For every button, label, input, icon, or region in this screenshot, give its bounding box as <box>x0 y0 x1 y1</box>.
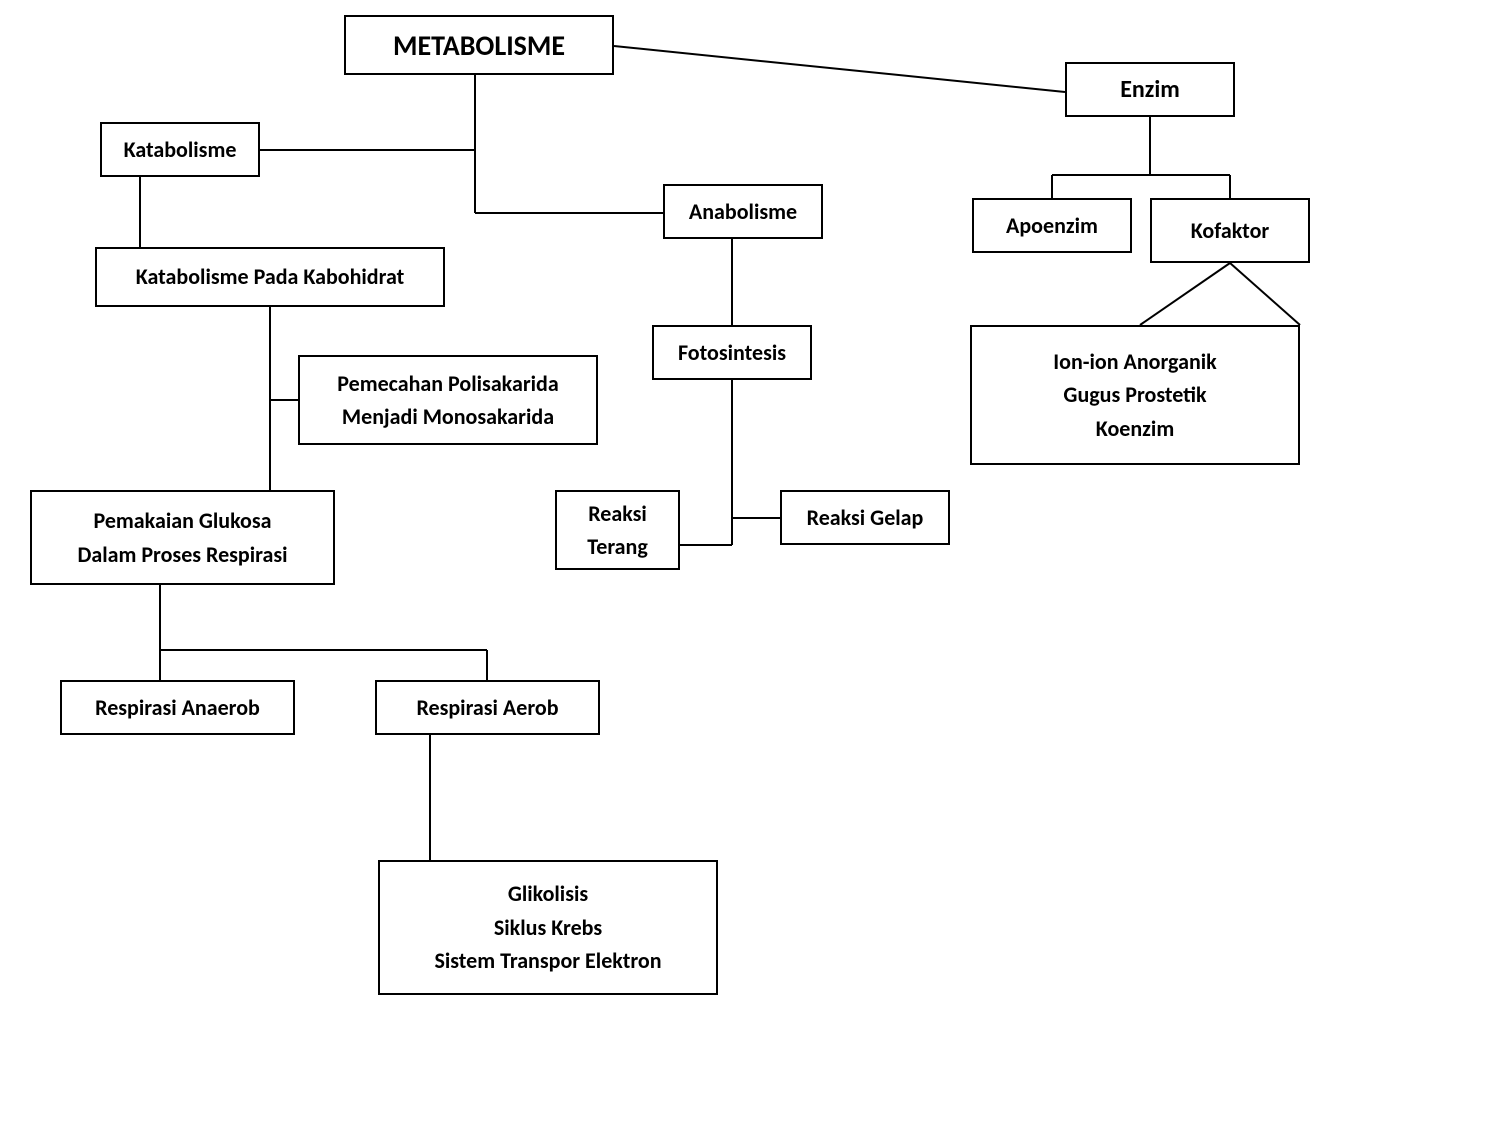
node-katabolisme: Katabolisme <box>100 122 260 177</box>
node-pemakaian: Pemakaian Glukosa Dalam Proses Respirasi <box>30 490 335 585</box>
node-line: Sistem Transpor Elektron <box>434 947 661 975</box>
node-line: Pemakaian Glukosa <box>93 507 271 535</box>
node-fotosintesis: Fotosintesis <box>652 325 812 380</box>
node-label: Enzim <box>1120 75 1180 105</box>
node-anabolisme: Anabolisme <box>663 184 823 239</box>
node-line: Koenzim <box>1096 415 1174 443</box>
node-katabolisme-kabohidrat: Katabolisme Pada Kabohidrat <box>95 247 445 307</box>
node-label: Respirasi Anaerob <box>95 694 260 722</box>
node-label: Apoenzim <box>1006 212 1098 240</box>
node-line: Dalam Proses Respirasi <box>77 541 287 569</box>
node-enzim: Enzim <box>1065 62 1235 117</box>
node-label: METABOLISME <box>393 28 565 63</box>
node-respirasi-aerob: Respirasi Aerob <box>375 680 600 735</box>
node-line: Terang <box>587 533 648 561</box>
node-reaksi-gelap: Reaksi Gelap <box>780 490 950 545</box>
node-line: Ion-ion Anorganik <box>1053 348 1216 376</box>
node-line: Siklus Krebs <box>494 914 602 942</box>
node-line: Menjadi Monosakarida <box>342 403 554 431</box>
node-line: Gugus Prostetik <box>1063 381 1206 409</box>
node-respirasi-anaerob: Respirasi Anaerob <box>60 680 295 735</box>
node-kofaktor-list: Ion-ion Anorganik Gugus Prostetik Koenzi… <box>970 325 1300 465</box>
node-label: Fotosintesis <box>678 339 786 367</box>
node-aerob-list: Glikolisis Siklus Krebs Sistem Transpor … <box>378 860 718 995</box>
node-label: Katabolisme <box>124 136 237 164</box>
node-label: Katabolisme Pada Kabohidrat <box>136 263 405 291</box>
node-apoenzim: Apoenzim <box>972 198 1132 253</box>
node-label: Kofaktor <box>1191 217 1269 245</box>
node-pemecahan: Pemecahan Polisakarida Menjadi Monosakar… <box>298 355 598 445</box>
node-line: Reaksi <box>588 500 647 528</box>
node-kofaktor: Kofaktor <box>1150 198 1310 263</box>
node-label: Respirasi Aerob <box>416 694 558 722</box>
node-reaksi-terang: Reaksi Terang <box>555 490 680 570</box>
node-line: Glikolisis <box>508 880 588 908</box>
node-line: Pemecahan Polisakarida <box>337 370 558 398</box>
node-metabolisme: METABOLISME <box>344 15 614 75</box>
node-label: Anabolisme <box>689 198 797 226</box>
node-label: Reaksi Gelap <box>807 504 924 532</box>
diagram-canvas: METABOLISME Enzim Katabolisme Anabolisme… <box>0 0 1504 1127</box>
